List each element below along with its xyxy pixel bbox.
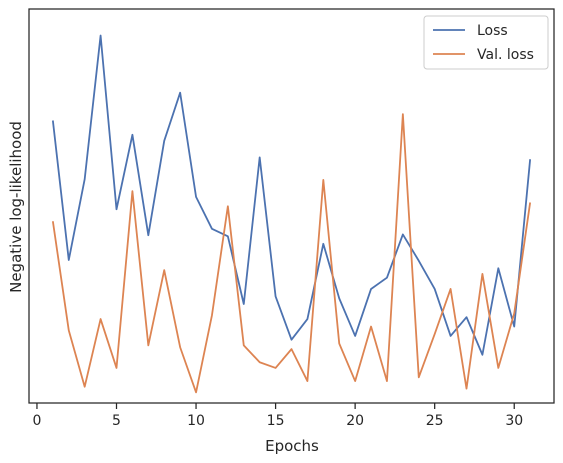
x-tick-label: 10 <box>187 413 205 429</box>
legend-label-loss: Loss <box>477 23 508 39</box>
x-tick-label: 30 <box>505 413 523 429</box>
series-layer <box>51 34 532 394</box>
x-axis-ticks: 0 5 10 15 20 25 30 <box>32 403 523 429</box>
series-line-loss <box>51 34 532 356</box>
x-axis-label: Epochs <box>265 437 319 455</box>
plot-frame <box>28 8 555 404</box>
x-tick-label: 0 <box>32 413 41 429</box>
x-tick-label: 5 <box>112 413 121 429</box>
x-tick-label: 15 <box>267 413 285 429</box>
x-tick-label: 25 <box>426 413 444 429</box>
legend: Loss Val. loss <box>423 15 549 70</box>
series-line-val-loss <box>51 113 532 394</box>
legend-label-val-loss: Val. loss <box>477 47 534 63</box>
y-axis-label: Negative log-likelihood <box>7 121 25 293</box>
x-tick-label: 20 <box>346 413 364 429</box>
